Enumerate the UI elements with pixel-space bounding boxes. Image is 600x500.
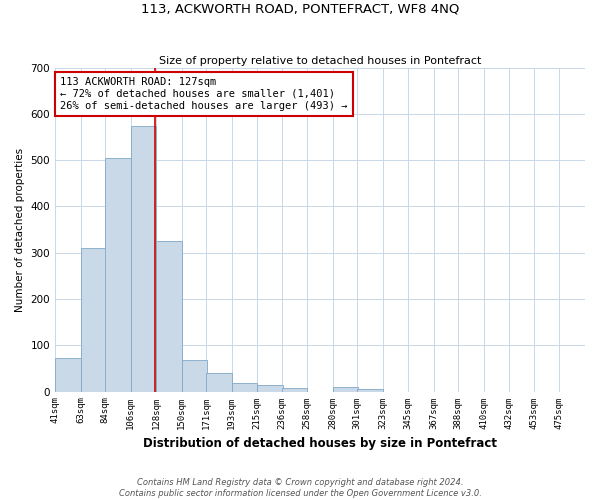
Text: Contains HM Land Registry data © Crown copyright and database right 2024.
Contai: Contains HM Land Registry data © Crown c… [119,478,481,498]
Bar [156,241,182,392]
Y-axis label: Number of detached properties: Number of detached properties [15,148,25,312]
Bar [80,248,106,392]
Bar [105,158,131,392]
Bar [182,360,207,392]
Title: Size of property relative to detached houses in Pontefract: Size of property relative to detached ho… [159,56,481,66]
Text: 113, ACKWORTH ROAD, PONTEFRACT, WF8 4NQ: 113, ACKWORTH ROAD, PONTEFRACT, WF8 4NQ [141,2,459,16]
Bar [333,387,358,392]
Bar [257,384,283,392]
Text: 113 ACKWORTH ROAD: 127sqm
← 72% of detached houses are smaller (1,401)
26% of se: 113 ACKWORTH ROAD: 127sqm ← 72% of detac… [61,78,348,110]
Bar [357,389,383,392]
Bar [131,126,156,392]
Bar [55,358,80,392]
X-axis label: Distribution of detached houses by size in Pontefract: Distribution of detached houses by size … [143,437,497,450]
Bar [232,383,257,392]
Bar [206,373,232,392]
Bar [281,388,307,392]
